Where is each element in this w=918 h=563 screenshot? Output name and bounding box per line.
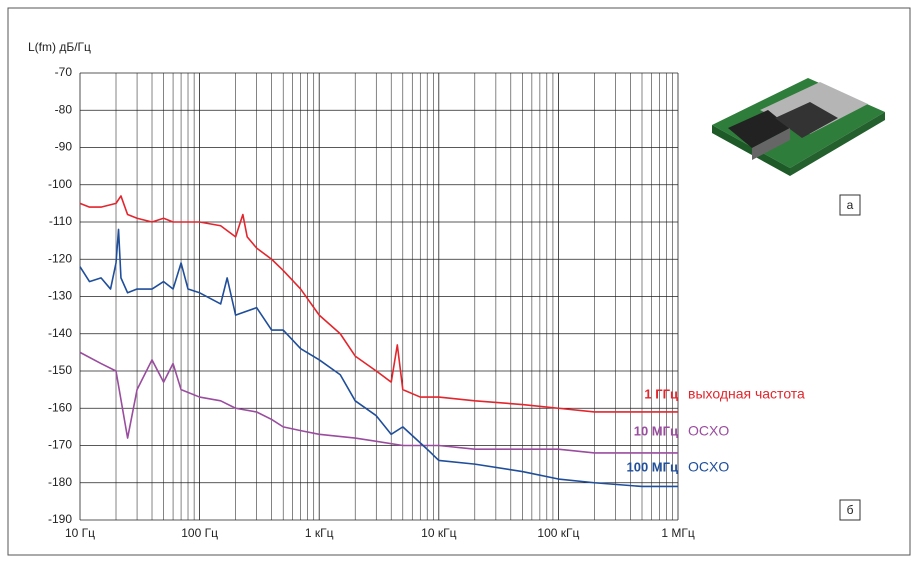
x-tick-label: 1 МГц — [661, 526, 695, 540]
y-tick-label: -190 — [48, 512, 72, 526]
frame — [7, 7, 911, 556]
legend-description: OCXO — [688, 423, 729, 439]
legend-label: 1 ГГц — [644, 386, 678, 401]
y-axis-label: L(fm) дБ/Гц — [28, 40, 91, 54]
annotation-box — [839, 499, 861, 521]
y-tick-label: -150 — [48, 363, 72, 377]
legend-label: 10 МГц — [634, 423, 678, 438]
x-tick-label: 10 кГц — [421, 526, 456, 540]
y-tick-label: -170 — [48, 438, 72, 452]
x-tick-label: 10 Гц — [65, 526, 95, 540]
series-line — [79, 195, 678, 413]
y-tick-label: -80 — [55, 102, 73, 116]
y-tick-label: -120 — [48, 251, 72, 265]
series-line — [79, 228, 678, 488]
x-tick-label: 100 кГц — [537, 526, 579, 540]
x-tick-label: 1 кГц — [305, 526, 334, 540]
y-tick-label: -110 — [49, 214, 72, 228]
x-tick-label: 100 Гц — [181, 526, 218, 540]
y-tick-label: -90 — [55, 140, 73, 154]
annotation: б — [847, 503, 854, 517]
legend-description: OCXO — [688, 459, 729, 475]
y-tick-label: -70 — [55, 65, 73, 79]
annotation: а — [847, 198, 854, 212]
y-tick-label: -160 — [48, 400, 72, 414]
legend-description: выходная частота — [688, 386, 805, 402]
annotation-box — [839, 194, 861, 216]
y-tick-label: -130 — [48, 289, 72, 303]
legend-label: 100 МГц — [627, 459, 679, 474]
y-tick-label: -140 — [48, 326, 72, 340]
product-photo — [712, 78, 885, 176]
series-line — [79, 351, 678, 454]
y-tick-label: -100 — [48, 177, 72, 191]
y-tick-label: -180 — [48, 475, 72, 489]
